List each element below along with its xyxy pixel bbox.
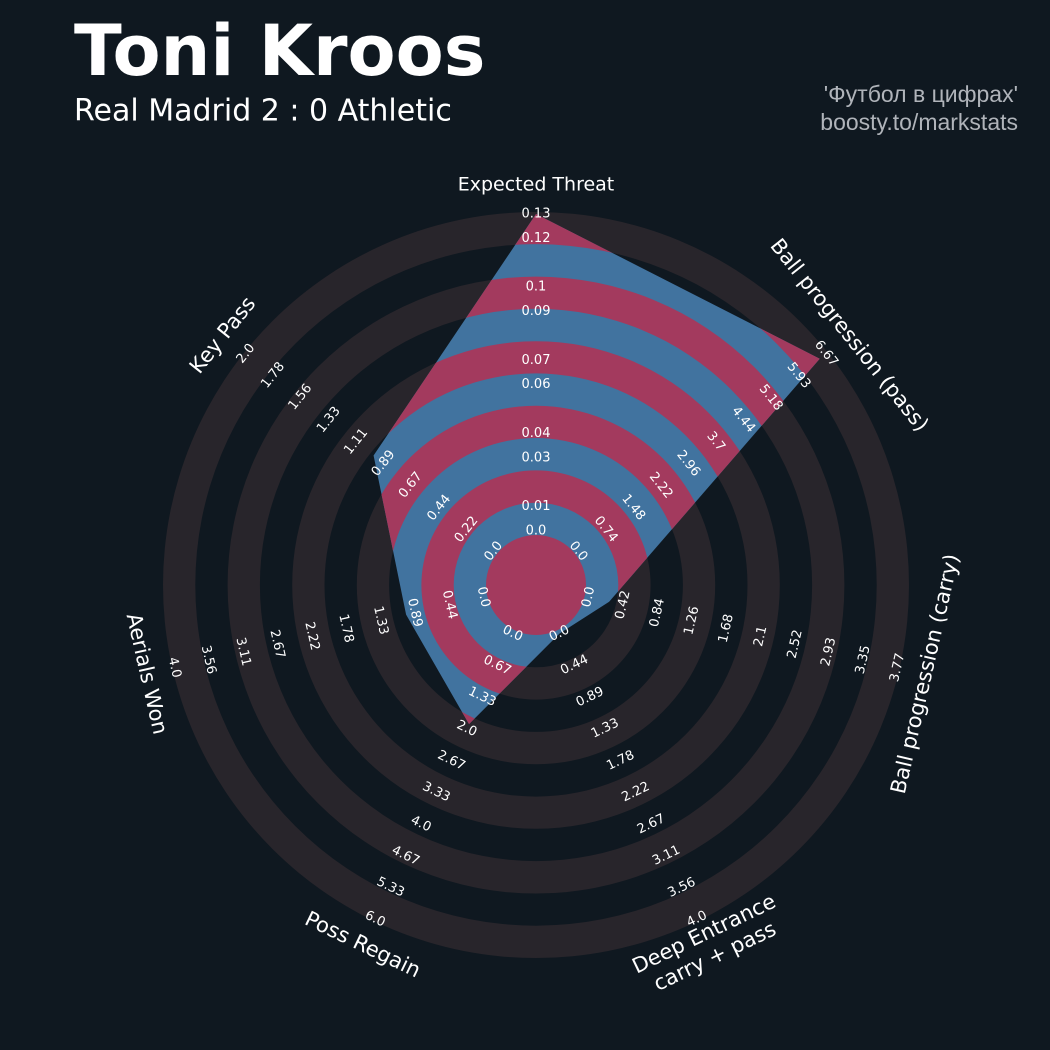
tick-label: 0.12	[522, 231, 551, 246]
tick-label: 1.78	[335, 613, 356, 645]
tick-label: 0.04	[522, 426, 551, 441]
tick-label: 0.0	[579, 585, 598, 609]
tick-label: 0.01	[522, 499, 551, 514]
tick-label: 0.06	[522, 377, 551, 392]
tick-label: 0.07	[522, 353, 551, 368]
tick-label: 3.77	[887, 652, 908, 684]
tick-label: 4.0	[165, 656, 184, 680]
tick-label: 0.1	[526, 280, 547, 295]
tick-label: 2.1	[751, 625, 770, 649]
tick-label: 2.22	[301, 620, 322, 652]
radar-polygon-group	[373, 214, 820, 725]
tick-label: 0.84	[647, 597, 668, 629]
tick-label: 2.93	[818, 636, 839, 668]
chart-title: Toni Kroos	[74, 10, 485, 92]
tick-label: 1.68	[716, 613, 737, 645]
tick-label: 0.13	[522, 207, 551, 222]
tick-label: 1.26	[681, 605, 702, 637]
tick-label: 1.33	[370, 605, 391, 637]
tick-label: 0.09	[522, 304, 551, 319]
tick-label: 0.03	[522, 450, 551, 465]
tick-label: 0.0	[474, 585, 493, 609]
tick-label: 0.44	[439, 589, 460, 621]
polygon-rings	[373, 214, 820, 725]
tick-label: 2.52	[785, 628, 806, 660]
polygon-ring	[486, 535, 586, 635]
tick-label: 3.35	[853, 644, 874, 676]
tick-label: 0.89	[404, 597, 425, 629]
chart-subtitle: Real Madrid 2 : 0 Athletic	[74, 94, 452, 129]
credit: boosty.to/markstats	[820, 109, 1018, 135]
tick-label: 2.67	[267, 628, 288, 660]
tick-label: 0.0	[526, 524, 547, 539]
credit: 'Футбол в цифрах'	[824, 81, 1018, 107]
tick-label: 3.11	[233, 636, 254, 668]
param-label: Expected Threat	[458, 174, 615, 196]
tick-label: 3.56	[198, 644, 219, 676]
tick-label: 0.42	[613, 589, 634, 621]
